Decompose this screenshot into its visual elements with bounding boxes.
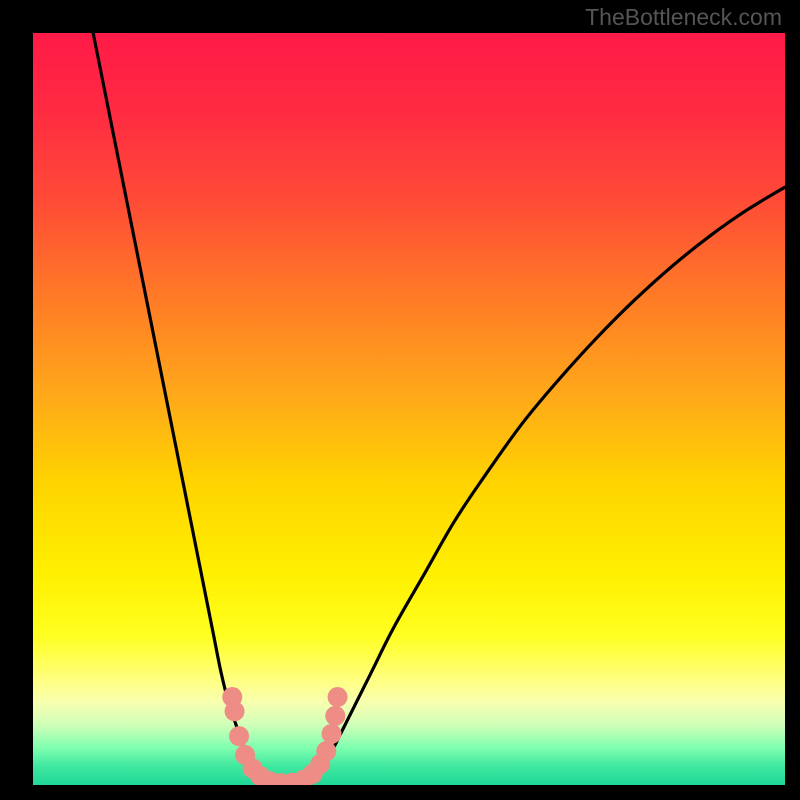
- chart-stage: TheBottleneck.com: [0, 0, 800, 800]
- curve-right: [311, 187, 785, 780]
- trough-marker: [225, 701, 245, 721]
- trough-marker: [316, 741, 336, 761]
- curve-layer: [33, 33, 785, 785]
- trough-marker: [328, 687, 348, 707]
- curve-left: [93, 33, 266, 780]
- trough-marker: [322, 724, 342, 744]
- trough-marker: [229, 726, 249, 746]
- watermark-label: TheBottleneck.com: [585, 4, 782, 31]
- plot-area: [33, 33, 785, 785]
- trough-marker: [325, 706, 345, 726]
